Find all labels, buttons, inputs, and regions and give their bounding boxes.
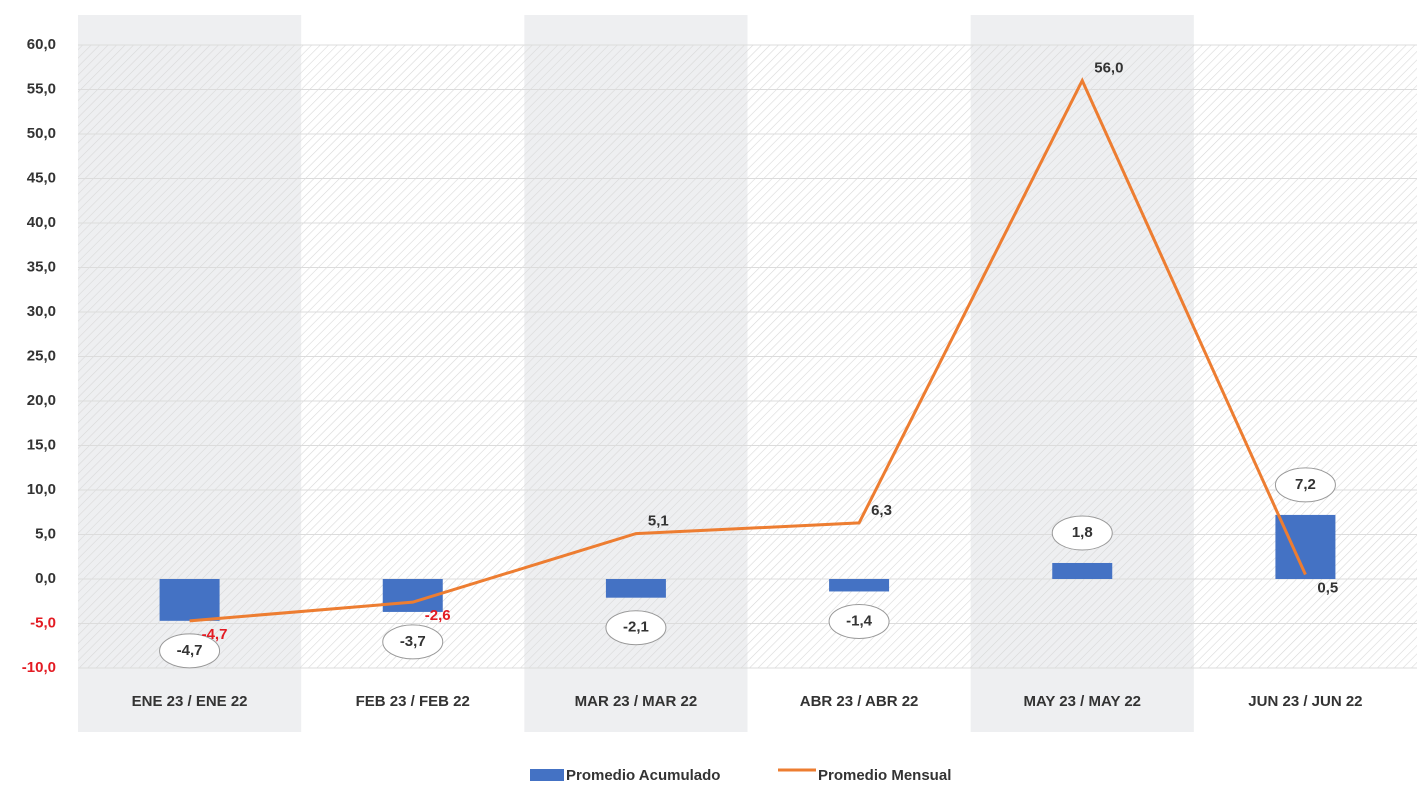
line-value-label: -2,6 [425, 607, 451, 624]
bar [829, 579, 890, 592]
label-bubble [828, 603, 890, 639]
legend: Promedio Acumulado Promedio Mensual [530, 767, 951, 784]
bar-value-label: -3,7 [400, 633, 426, 650]
y-tick-label: 35,0 [27, 258, 56, 275]
x-tick-label: MAY 23 / MAY 22 [1023, 693, 1141, 710]
y-tick-label: 50,0 [27, 125, 56, 142]
y-tick-label: -5,0 [30, 614, 56, 631]
label-bubble [159, 633, 221, 669]
legend-swatch [530, 769, 564, 781]
y-tick-label: 10,0 [27, 481, 56, 498]
y-tick-label: 0,0 [35, 570, 56, 587]
bar-value-label: 7,2 [1295, 476, 1316, 493]
y-tick-label: 5,0 [35, 525, 56, 542]
bar-value-label: 1,8 [1072, 524, 1093, 541]
x-tick-label: ABR 23 / ABR 22 [800, 693, 919, 710]
y-tick-label: 25,0 [27, 347, 56, 364]
label-bubble [1274, 467, 1336, 503]
bar-value-label: -4,7 [177, 642, 203, 659]
x-tick-label: FEB 23 / FEB 22 [356, 693, 470, 710]
bar [1052, 562, 1113, 579]
legend-label: Promedio Mensual [818, 767, 951, 784]
y-tick-label: 45,0 [27, 169, 56, 186]
x-tick-label: ENE 23 / ENE 22 [132, 693, 248, 710]
y-tick-label: 60,0 [27, 36, 56, 53]
x-tick-label: MAR 23 / MAR 22 [575, 693, 698, 710]
label-bubble [1051, 515, 1113, 551]
label-bubble [382, 624, 444, 660]
y-tick-label: 15,0 [27, 436, 56, 453]
line [189, 77, 1307, 623]
legend-label: Promedio Acumulado [566, 767, 720, 784]
bar-value-label: -1,4 [846, 612, 873, 629]
line-value-label: -4,7 [202, 626, 228, 643]
x-tick-label: JUN 23 / JUN 22 [1248, 693, 1362, 710]
line-value-label: 5,1 [648, 513, 669, 530]
bar [605, 579, 666, 598]
line-value-label: 56,0 [1094, 60, 1123, 77]
y-tick-label: 30,0 [27, 303, 56, 320]
bar-value-label: -2,1 [623, 619, 649, 636]
y-tick-label: 20,0 [27, 392, 56, 409]
line-value-label: 0,5 [1317, 580, 1338, 597]
y-tick-label: 55,0 [27, 80, 56, 97]
y-tick-label: -10,0 [22, 659, 56, 676]
label-bubble [605, 610, 667, 646]
bar [1275, 514, 1336, 579]
bar [159, 579, 220, 621]
y-tick-label: 40,0 [27, 214, 56, 231]
line-value-label: 6,3 [871, 502, 892, 519]
